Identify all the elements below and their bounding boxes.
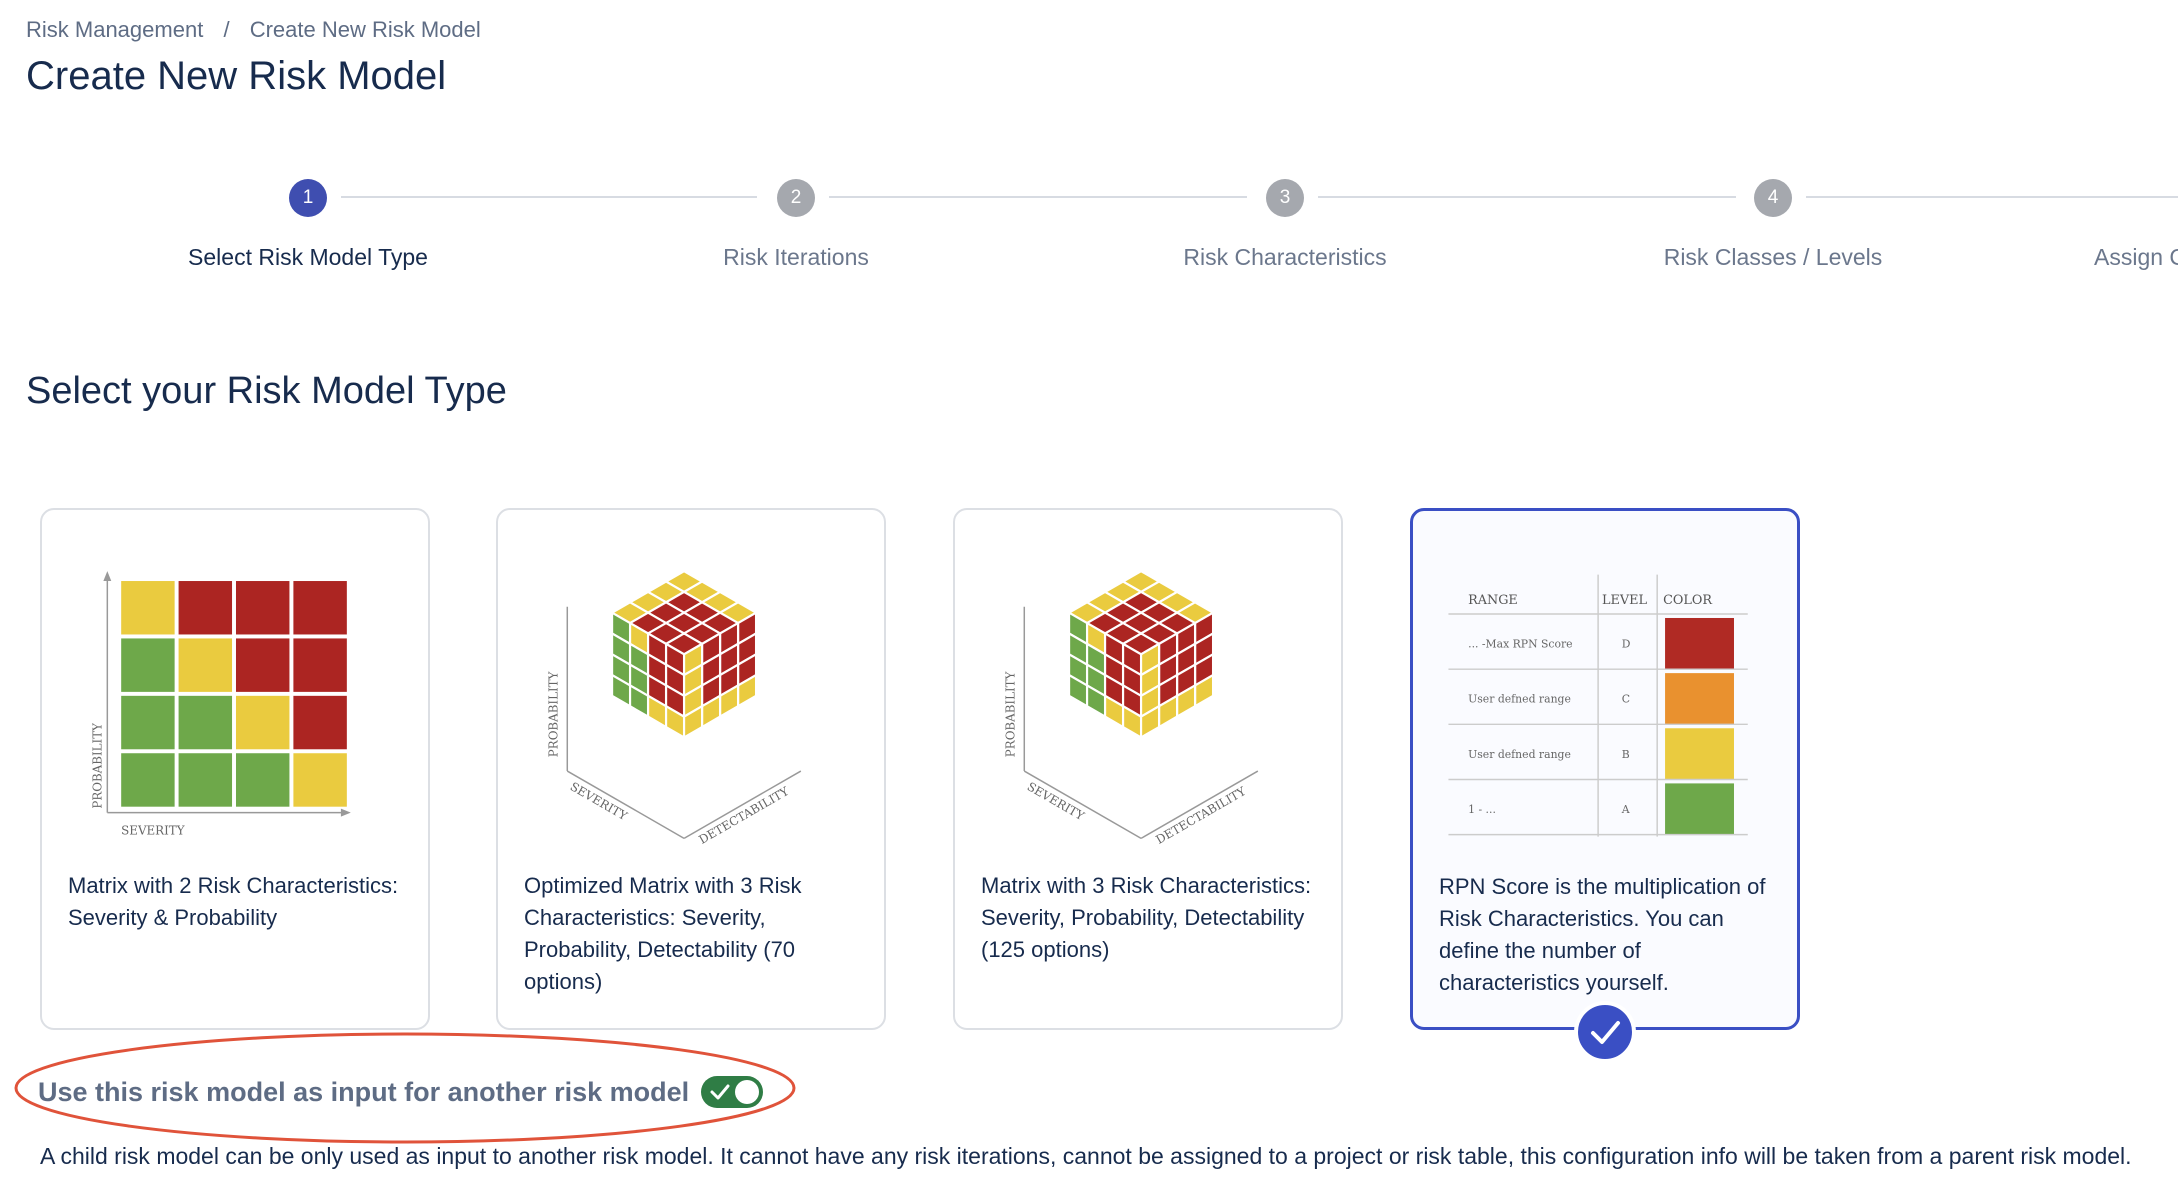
detectability-axis (1140, 770, 1259, 840)
detectability-axis (683, 770, 802, 840)
matrix-cell (121, 753, 175, 807)
rpn-level-cell: B (1622, 748, 1630, 761)
card-description: RPN Score is the multiplication of Risk … (1439, 874, 1766, 995)
step-4-label[interactable]: Risk Classes / Levels (1663, 244, 1883, 270)
matrix-cell (293, 638, 347, 692)
card-description: Optimized Matrix with 3 Risk Characteris… (524, 873, 802, 994)
cube-face-cell (1139, 704, 1161, 740)
toggle-check-icon (710, 1084, 730, 1100)
step-5-label[interactable]: Assign C (2094, 244, 2178, 270)
page-title: Create New Risk Model (26, 54, 447, 98)
step-1-circle[interactable]: 1 (289, 179, 327, 217)
matrix-cell (121, 581, 175, 635)
severity-axis (566, 770, 685, 840)
breadcrumb-current: Create New Risk Model (249, 17, 481, 43)
detectability-axis-label: DETECTABILITY (696, 784, 791, 847)
step-connector (829, 196, 1247, 198)
step-1-label[interactable]: Select Risk Model Type (188, 244, 428, 270)
matrix-cell (178, 695, 233, 750)
rpn-range-cell: 1 - ... (1468, 803, 1496, 816)
matrix-cell (178, 638, 233, 692)
detectability-axis-label: DETECTABILITY (1153, 784, 1248, 847)
step-3-label[interactable]: Risk Characteristics (1183, 244, 1387, 270)
step-3-circle[interactable]: 3 (1266, 179, 1304, 217)
risk-model-card-matrix-2[interactable]: PROBABILITY SEVERITY Matrix with 2 Risk … (40, 508, 430, 1030)
cube-face-cell (682, 704, 704, 740)
rpn-range-cell: User defned range (1468, 748, 1571, 761)
matrix-cell (121, 695, 175, 750)
rpn-color-swatch (1665, 617, 1734, 670)
step-connector (341, 196, 757, 198)
card-description: Matrix with 3 Risk Characteristics: Seve… (981, 873, 1312, 962)
risk-model-card-rpn-score[interactable]: RANGE LEVEL COLOR ... -Max RPN Score D Use… (1410, 508, 1800, 1063)
matrix-cell (235, 695, 290, 750)
matrix-cell (293, 695, 347, 750)
severity-axis (1023, 770, 1142, 840)
risk-cube (1066, 569, 1216, 740)
rpn-color-swatch (1665, 728, 1734, 780)
risk-cube (609, 569, 759, 740)
step-connector (1806, 196, 2178, 198)
matrix-cell (293, 753, 347, 807)
rpn-level-cell: A (1621, 803, 1630, 816)
table-header-level: LEVEL (1602, 593, 1647, 608)
probability-axis-label: PROBABILITY (546, 671, 560, 757)
risk-model-card-optimized-matrix-3[interactable]: PROBABILITY SEVERITY DETECTABILITY Optim… (496, 508, 886, 1030)
highlight-ellipse-annotation (14, 1032, 796, 1144)
child-model-toggle-label: Use this risk model as input for another… (38, 1076, 690, 1107)
matrix-grid (121, 581, 347, 807)
matrix-cell (235, 638, 290, 692)
matrix-2d-illustration: PROBABILITY SEVERITY (90, 571, 351, 837)
cube-illustration: PROBABILITY SEVERITY DETECTABILITY (1003, 569, 1259, 847)
x-axis-arrow (340, 808, 351, 817)
step-2-circle[interactable]: 2 (777, 179, 815, 217)
breadcrumb-separator: / (223, 17, 230, 43)
checkmark-icon (1591, 1021, 1620, 1044)
table-rows: ... -Max RPN Score D User defned range C Use… (1448, 613, 1748, 836)
selected-check-badge (1574, 1001, 1636, 1063)
child-model-toggle[interactable] (701, 1076, 764, 1108)
matrix-cell (235, 753, 290, 807)
step-connector (1318, 196, 1736, 198)
breadcrumb: Risk Management / Create New Risk Model (26, 16, 481, 43)
matrix-cell (293, 581, 347, 635)
probability-axis-label: PROBABILITY (1003, 671, 1017, 757)
rpn-level-cell: C (1622, 693, 1630, 706)
rpn-range-cell: ... -Max RPN Score (1468, 638, 1572, 651)
matrix-cell (178, 753, 233, 807)
risk-model-card-matrix-3[interactable]: PROBABILITY SEVERITY DETECTABILITY Matri… (953, 508, 1343, 1030)
severity-axis-label: SEVERITY (121, 823, 185, 837)
child-model-toggle-row: Use this risk model as input for another… (38, 1070, 764, 1114)
section-title: Select your Risk Model Type (26, 370, 507, 412)
probability-axis-label: PROBABILITY (90, 723, 104, 809)
rpn-range-cell: User defned range (1468, 693, 1571, 706)
rpn-color-swatch (1665, 783, 1734, 835)
cube-illustration: PROBABILITY SEVERITY DETECTABILITY (546, 569, 802, 847)
rpn-level-cell: D (1622, 638, 1631, 651)
matrix-cell (235, 581, 290, 635)
table-header-color: COLOR (1663, 593, 1712, 608)
stepper: 1 2 3 4 Select Risk Model Type Risk Iter… (0, 170, 2178, 290)
rpn-table-illustration: RANGE LEVEL COLOR ... -Max RPN Score D Use… (1448, 574, 1748, 837)
matrix-cell (121, 638, 175, 692)
step-2-label[interactable]: Risk Iterations (723, 244, 869, 270)
card-description: Matrix with 2 Risk Characteristics: Seve… (68, 873, 399, 930)
table-header-range: RANGE (1468, 593, 1518, 608)
matrix-cell (178, 581, 233, 635)
toggle-knob (735, 1080, 760, 1104)
rpn-color-swatch (1665, 673, 1734, 725)
step-4-circle[interactable]: 4 (1754, 179, 1792, 217)
child-model-note: A child risk model can be only used as i… (40, 1143, 2132, 1169)
y-axis-arrow (103, 571, 112, 582)
breadcrumb-root-link[interactable]: Risk Management (26, 17, 204, 43)
